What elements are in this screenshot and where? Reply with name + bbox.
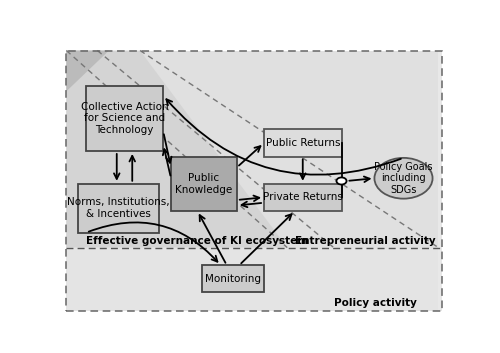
Polygon shape (66, 50, 109, 91)
FancyBboxPatch shape (86, 86, 163, 151)
Text: Entrepreneurial activity: Entrepreneurial activity (295, 236, 436, 246)
FancyBboxPatch shape (171, 156, 237, 211)
Text: Collective Action
for Science and
Technology: Collective Action for Science and Techno… (80, 102, 168, 135)
Circle shape (374, 158, 432, 199)
Text: Private Returns: Private Returns (263, 192, 342, 202)
Circle shape (336, 178, 346, 185)
Text: Norms, Institutions,
& Incentives: Norms, Institutions, & Incentives (68, 197, 170, 219)
FancyBboxPatch shape (202, 265, 264, 292)
FancyBboxPatch shape (264, 184, 342, 211)
Text: Public
Knowledge: Public Knowledge (176, 173, 233, 195)
Polygon shape (66, 247, 438, 311)
FancyBboxPatch shape (66, 50, 442, 311)
Text: Policy Goals
including
SDGs: Policy Goals including SDGs (374, 162, 433, 195)
Text: Effective governance of KI ecosystem: Effective governance of KI ecosystem (86, 236, 308, 246)
Polygon shape (66, 50, 287, 247)
FancyBboxPatch shape (264, 129, 342, 156)
Text: Monitoring: Monitoring (205, 274, 261, 284)
Text: Policy activity: Policy activity (334, 298, 416, 308)
FancyBboxPatch shape (78, 184, 160, 233)
Polygon shape (140, 50, 438, 247)
Text: Public Returns: Public Returns (266, 138, 340, 148)
